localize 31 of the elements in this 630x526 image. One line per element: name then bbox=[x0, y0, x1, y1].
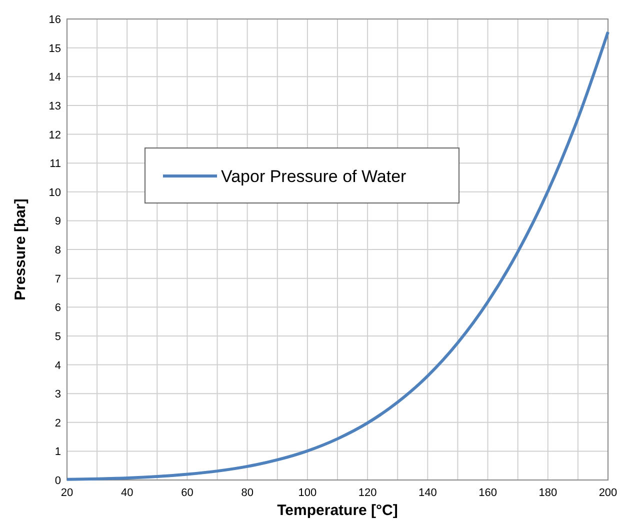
line-series bbox=[66, 30, 610, 481]
y-tick-label: 9 bbox=[54, 216, 61, 228]
x-tick-label: 80 bbox=[241, 487, 254, 499]
y-tick-label: 15 bbox=[48, 42, 61, 55]
x-tick-label: 100 bbox=[298, 487, 317, 499]
y-tick-label: 4 bbox=[54, 360, 61, 372]
y-tick-label: 0 bbox=[54, 475, 61, 487]
y-tick-label: 10 bbox=[48, 186, 61, 199]
y-tick-label: 1 bbox=[54, 446, 61, 458]
y-tick-label: 7 bbox=[54, 273, 61, 286]
y-tick-label: 12 bbox=[48, 129, 61, 142]
y-axis-title: Pressure [bar] bbox=[12, 198, 29, 300]
y-tick-label: 3 bbox=[54, 388, 61, 401]
x-tick-label: 60 bbox=[181, 487, 194, 499]
y-tick-label: 5 bbox=[54, 330, 61, 343]
x-tick-label: 160 bbox=[478, 487, 497, 499]
x-tick-label: 180 bbox=[538, 487, 558, 499]
y-tick-label: 16 bbox=[48, 14, 61, 26]
y-tick-label: 13 bbox=[48, 100, 61, 112]
y-tick-label: 2 bbox=[54, 417, 61, 430]
y-tick-label: 6 bbox=[54, 302, 61, 314]
x-axis-title: Temperature [°C] bbox=[277, 502, 398, 519]
y-tick-label: 11 bbox=[50, 158, 61, 170]
y-tick-label: 14 bbox=[48, 72, 61, 84]
x-tick-label: 20 bbox=[60, 487, 74, 499]
x-tick-label: 40 bbox=[120, 487, 134, 499]
y-tick-label: 8 bbox=[54, 244, 61, 256]
x-tick-label: 200 bbox=[598, 487, 618, 499]
legend-label: Vapor Pressure of Water bbox=[221, 167, 407, 186]
x-tick-label: 140 bbox=[418, 487, 437, 499]
x-tick-label: 120 bbox=[358, 487, 377, 499]
